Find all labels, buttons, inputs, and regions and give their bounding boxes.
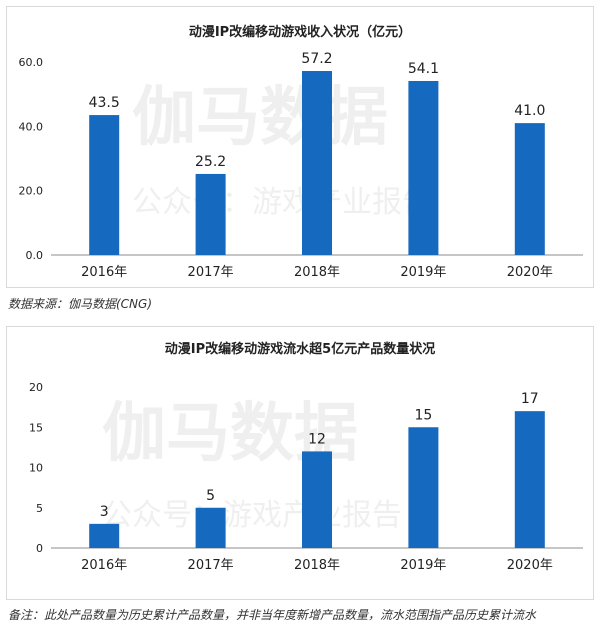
bar: [514, 411, 545, 548]
watermark-sub: 公众号：游戏产业报告: [132, 185, 432, 220]
chart-svg-product-count: 伽马数据 公众号：游戏产业报告 动漫IP改编移动游戏流水超5亿元产品数量状况 0…: [29, 341, 583, 573]
chart-panel-revenue: 伽马数据 公众号：游戏产业报告 动漫IP改编移动游戏收入状况（亿元） 0.0 20…: [6, 6, 594, 288]
data-label: 17: [521, 391, 539, 407]
x-tick-label: 2018年: [294, 558, 340, 573]
bar: [195, 173, 226, 255]
footnote-note: 备注：此处产品数量为历史累计产品数量，并非当年度新增产品数量，流水范围指产品历史…: [8, 608, 537, 622]
plot-area: 0 5 10 15 20 3 2016年 5 2017年 12 2018年 15 2019年 17 2020…: [29, 381, 583, 573]
x-tick-label: 2019年: [400, 558, 446, 573]
data-label: 5: [206, 488, 215, 504]
plot-area: 0.0 20.0 40.0 60.0 43.5 2016年 25.2 2017年 57.2 201…: [19, 51, 583, 280]
bar: [195, 507, 226, 548]
chart-panel-product-count: 伽马数据 公众号：游戏产业报告 动漫IP改编移动游戏流水超5亿元产品数量状况 0…: [6, 326, 594, 600]
data-label: 54.1: [408, 61, 439, 77]
x-tick-label: 2020年: [507, 265, 553, 280]
data-label: 43.5: [89, 95, 120, 111]
x-tick-label: 2017年: [188, 265, 234, 280]
watermark-brand: 伽马数据: [132, 81, 388, 155]
bar: [89, 115, 120, 255]
bar: [89, 523, 120, 548]
source-note: 数据来源：伽马数据(CNG): [8, 297, 153, 311]
data-label: 57.2: [301, 51, 332, 67]
x-tick-label: 2017年: [188, 558, 234, 573]
x-tick-label: 2018年: [294, 265, 340, 280]
data-label: 41.0: [514, 103, 545, 119]
y-tick-label: 0: [36, 542, 43, 555]
x-tick-label: 2016年: [81, 265, 127, 280]
y-tick-label: 0.0: [26, 249, 44, 262]
bar: [302, 451, 332, 548]
bar: [302, 71, 332, 255]
y-tick-label: 10: [29, 462, 43, 475]
chart-title: 动漫IP改编移动游戏流水超5亿元产品数量状况: [165, 341, 435, 357]
x-tick-label: 2019年: [400, 265, 446, 280]
watermark-sub: 公众号：游戏产业报告: [102, 498, 402, 533]
data-label: 25.2: [195, 154, 226, 170]
x-tick-label: 2020年: [507, 558, 553, 573]
y-tick-label: 60.0: [19, 56, 44, 69]
x-tick-label: 2016年: [81, 558, 127, 573]
bar: [514, 123, 545, 255]
data-label: 3: [100, 504, 109, 520]
y-tick-label: 20: [29, 381, 43, 394]
bar: [408, 80, 439, 255]
data-label: 12: [308, 431, 326, 447]
y-tick-label: 5: [36, 502, 43, 515]
chart-svg-revenue: 伽马数据 公众号：游戏产业报告 动漫IP改编移动游戏收入状况（亿元） 0.0 20…: [19, 24, 583, 280]
y-tick-label: 15: [29, 421, 43, 434]
y-tick-label: 20.0: [19, 185, 44, 198]
bar: [408, 427, 439, 548]
data-label: 15: [414, 407, 432, 423]
y-tick-label: 40.0: [19, 120, 44, 133]
chart-title: 动漫IP改编移动游戏收入状况（亿元）: [189, 24, 411, 40]
